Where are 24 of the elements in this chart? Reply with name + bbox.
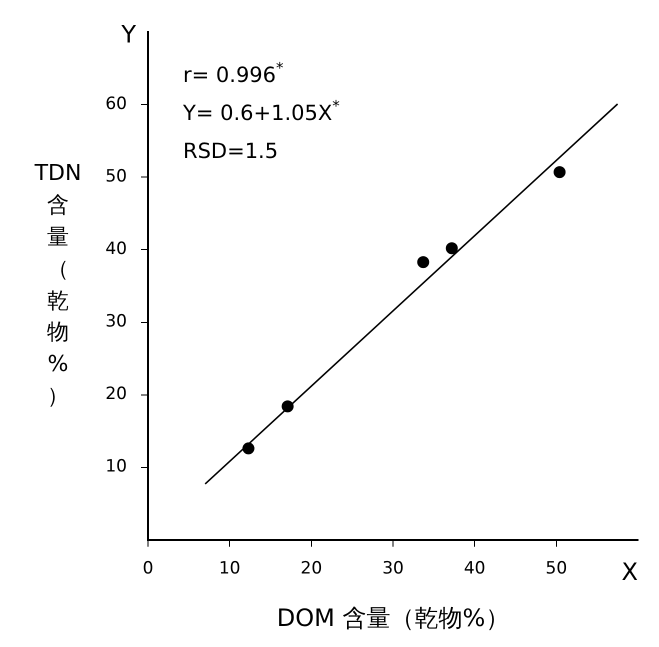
- x-tick-label: 10: [218, 558, 240, 578]
- annotation: RSD=1.5: [183, 139, 278, 164]
- point: [282, 400, 294, 412]
- text: X: [622, 558, 638, 586]
- x-tick-label: 30: [382, 558, 404, 578]
- y-tick-label: 10: [105, 456, 127, 477]
- point: [554, 166, 566, 178]
- y-tick-label: 50: [105, 166, 127, 187]
- x-tick-label: 40: [464, 558, 486, 578]
- y-tick-label: 40: [105, 239, 127, 260]
- x-axis-title: DOM 含量（乾物%）: [276, 604, 510, 632]
- y-tick-label: 20: [105, 384, 127, 404]
- y-tick-label: 60: [105, 94, 127, 114]
- x-tick-label: 20: [300, 558, 322, 578]
- y-tick-label: 30: [105, 312, 127, 332]
- annotation: r= 0.996*: [183, 58, 284, 88]
- x-tick-label: 50: [546, 558, 568, 578]
- annotation: Y= 0.6+1.05X*: [182, 96, 340, 126]
- x-tick-label: 0: [142, 558, 154, 578]
- point: [446, 242, 458, 254]
- point: [242, 442, 254, 454]
- y-axis-title: TDN 含量（乾物%）: [34, 160, 82, 412]
- text: Y: [120, 20, 136, 48]
- point: [417, 256, 430, 268]
